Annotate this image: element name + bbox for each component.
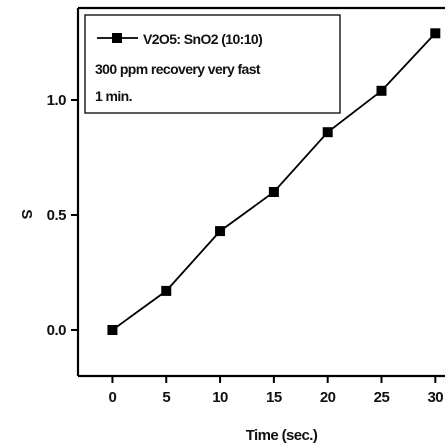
x-tick-label: 15 — [266, 389, 282, 406]
legend-marker — [112, 33, 122, 43]
x-ticks: 0 5 10 15 20 25 30 — [109, 376, 444, 406]
x-tick-label: 0 — [109, 389, 117, 406]
data-point — [161, 285, 172, 296]
legend-box — [84, 14, 341, 114]
y-tick-label: 0.0 — [47, 322, 67, 339]
data-point — [107, 325, 118, 335]
y-tick-label: 1.0 — [47, 92, 67, 109]
plot-frame — [76, 6, 445, 378]
legend: V2O5: SnO2 (10:10) 300 ppm recovery very… — [84, 14, 341, 114]
x-tick-label: 10 — [212, 389, 228, 406]
legend-note-recovery: 300 ppm recovery very fast — [95, 61, 261, 77]
data-point — [215, 226, 226, 237]
series-group — [107, 28, 441, 335]
x-tick-label: 30 — [427, 389, 443, 406]
data-point — [322, 127, 333, 138]
data-point — [376, 85, 387, 96]
x-tick-label: 25 — [374, 389, 390, 406]
y-tick-label: 0.5 — [47, 207, 67, 224]
y-ticks: 0.0 0.5 1.0 — [47, 92, 78, 339]
data-point — [430, 28, 441, 39]
x-tick-label: 5 — [162, 389, 170, 406]
data-point — [268, 187, 279, 197]
legend-note-time: 1 min. — [95, 88, 132, 104]
y-axis-label: S — [18, 209, 35, 219]
legend-series-label: V2O5: SnO2 (10:10) — [143, 31, 262, 47]
x-tick-label: 20 — [320, 389, 336, 406]
x-axis-label: Time (sec.) — [246, 427, 318, 444]
